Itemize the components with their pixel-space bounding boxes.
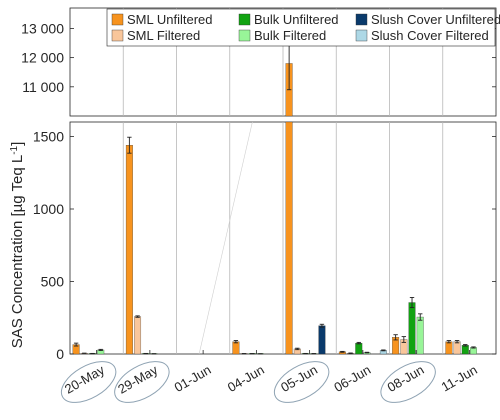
bar-sml-unfiltered-29-may [125, 145, 133, 355]
legend-label: Bulk Unfiltered [254, 12, 339, 27]
error-bar [364, 351, 370, 354]
legend-label: Bulk Filtered [254, 28, 326, 43]
y-axis-label-end: ] [9, 142, 26, 146]
error-bar [98, 348, 103, 351]
legend-box [106, 8, 496, 47]
bar-bulk-unfiltered-06-jun [355, 342, 363, 355]
y-axis-label-main: SAS Concentration [µg Teq L [9, 155, 26, 348]
y-axis-label-sup: -1 [9, 145, 20, 154]
x-tick-label: 05-Jun [278, 362, 320, 395]
x-tick-label: 20-May [62, 362, 107, 397]
error-bar [295, 347, 300, 351]
x-tick-label: 11-Jun [439, 362, 480, 394]
legend-swatch [111, 13, 124, 26]
bar-sml-filtered-11-jun [453, 341, 461, 355]
error-bar [127, 136, 132, 154]
error-bar [471, 346, 476, 349]
y-tick-label: 1000 [33, 201, 64, 217]
legend-label: Slush Cover Unfiltered [371, 12, 500, 27]
error-bar [401, 336, 407, 343]
bar-sml-unfiltered-11-jun [445, 341, 453, 355]
x-tick-label: 06-Jun [331, 362, 373, 395]
legend-swatch [355, 13, 368, 26]
y-tick-label: 12 000 [21, 50, 64, 66]
category-highlight-circle [273, 361, 330, 403]
error-bar [463, 344, 468, 347]
error-bar [393, 334, 398, 341]
error-bar [73, 342, 79, 347]
error-bar [348, 352, 353, 355]
y-tick-label: 1500 [33, 129, 64, 145]
bar-sml-unfiltered-04-jun [232, 341, 240, 355]
category-highlight-circle [60, 361, 117, 403]
bar-bulk-unfiltered-08-jun [408, 302, 416, 355]
error-bar [381, 349, 386, 352]
error-bar [319, 323, 325, 328]
error-bar [446, 340, 452, 344]
error-bar [454, 340, 460, 344]
x-tick-label: 04-Jun [225, 362, 267, 395]
bar-bulk-unfiltered-11-jun [461, 345, 469, 355]
y-tick-label: 0 [56, 346, 64, 362]
bar-sml-filtered-29-may [134, 316, 142, 355]
y-tick-label: 11 000 [22, 79, 64, 95]
legend-swatch [238, 13, 251, 26]
error-bar [340, 350, 345, 353]
axis-break-line [198, 121, 253, 355]
legend-label: SML Filtered [127, 28, 200, 43]
x-tick-label: 08-Jun [385, 362, 427, 395]
category-highlight-circle [114, 361, 170, 403]
bar-bulk-filtered-08-jun [416, 316, 424, 355]
legend-swatch [111, 29, 124, 42]
error-bar [409, 297, 415, 309]
legend-label: SML Unfiltered [127, 12, 213, 27]
y-tick-label: 500 [41, 274, 65, 290]
legend-swatch [238, 29, 251, 42]
bar-slush-cover-unfiltered-05-jun [318, 325, 326, 355]
x-tick-label: 29-May [115, 362, 160, 397]
error-bar [135, 315, 140, 318]
y-tick-label: 13 000 [21, 20, 64, 36]
error-bar [356, 341, 361, 345]
bar-sml-unfiltered-05-jun [285, 121, 293, 355]
y-axis-label: SAS Concentration [µg Teq L-1] [9, 142, 27, 349]
error-bar [418, 313, 423, 321]
category-highlight-circle [380, 361, 436, 403]
x-tick-label: 01-Jun [172, 362, 214, 395]
error-bar [233, 340, 239, 344]
legend-label: Slush Cover Filtered [371, 28, 489, 43]
legend-swatch [355, 29, 368, 42]
